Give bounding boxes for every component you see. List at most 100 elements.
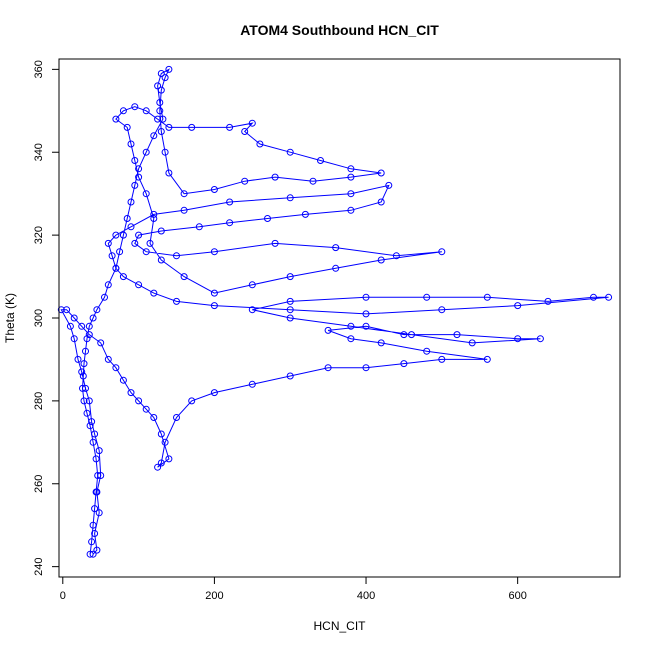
data-point — [362, 322, 370, 330]
data-point — [286, 372, 294, 380]
data-point — [161, 74, 169, 82]
data-point — [157, 128, 165, 135]
data-point — [180, 190, 188, 198]
data-point — [408, 331, 415, 339]
data-point — [78, 368, 86, 376]
data-point — [93, 546, 101, 554]
data-point — [154, 463, 162, 471]
data-point — [112, 264, 120, 272]
data-point — [156, 99, 164, 106]
data-point — [70, 314, 78, 322]
data-point — [97, 472, 105, 479]
data-point — [438, 248, 446, 256]
data-point — [89, 550, 97, 558]
data-point — [248, 281, 256, 289]
data-point — [157, 430, 165, 438]
y-tick-label: 360 — [33, 60, 45, 78]
x-tick-label: 0 — [60, 590, 66, 602]
data-point — [66, 322, 74, 330]
data-point — [97, 339, 105, 347]
data-point — [135, 397, 143, 405]
data-point — [377, 339, 385, 347]
data-point — [70, 335, 78, 343]
data-point — [92, 488, 100, 496]
data-point — [180, 206, 188, 214]
data-point — [264, 215, 271, 222]
x-tick-label: 200 — [205, 590, 223, 602]
data-point — [286, 273, 294, 281]
data-point — [88, 418, 96, 426]
data-point — [271, 173, 279, 181]
data-point — [590, 293, 597, 301]
data-point — [154, 115, 162, 123]
data-point — [347, 206, 355, 214]
data-point — [468, 339, 476, 347]
data-point — [127, 223, 135, 231]
data-point — [605, 293, 613, 301]
data-point — [135, 281, 143, 289]
data-point — [91, 505, 99, 513]
data-point — [131, 181, 139, 189]
data-point — [80, 397, 88, 405]
data-point — [91, 430, 99, 438]
y-tick-label: 340 — [33, 143, 45, 161]
data-point — [85, 397, 93, 405]
data-point — [78, 322, 86, 330]
data-point — [131, 157, 139, 164]
data-point — [150, 289, 158, 297]
data-point — [80, 360, 88, 368]
data-point — [210, 248, 218, 256]
data-point — [332, 264, 340, 272]
data-point — [156, 107, 164, 115]
data-point — [154, 82, 162, 90]
data-point — [483, 293, 491, 301]
data-point — [127, 389, 135, 397]
data-point — [159, 115, 167, 123]
data-point — [453, 331, 461, 339]
data-point — [347, 190, 355, 198]
data-point — [362, 364, 370, 372]
data-point — [157, 227, 165, 235]
data-point — [79, 372, 87, 380]
data-point — [392, 252, 400, 260]
data-point — [63, 306, 71, 314]
data-point — [514, 302, 522, 310]
data-point — [226, 198, 234, 206]
data-point — [123, 215, 131, 222]
data-point — [173, 252, 180, 260]
data-point — [241, 177, 249, 185]
data-point — [82, 347, 89, 355]
data-point — [536, 335, 544, 343]
data-point — [423, 293, 431, 301]
data-point — [146, 239, 154, 247]
data-point — [142, 405, 150, 413]
data-point — [85, 331, 93, 339]
data-point — [241, 128, 249, 135]
data-point — [173, 297, 180, 305]
data-point — [324, 364, 332, 372]
data-point — [438, 306, 446, 314]
x-axis: 0 200 400 600 — [60, 576, 527, 602]
data-point — [483, 355, 491, 363]
y-tick-label: 260 — [33, 475, 45, 493]
data-point — [161, 148, 169, 156]
data-point — [119, 231, 127, 239]
chart-title: ATOM4 Southbound HCN_CIT — [240, 22, 439, 38]
data-point — [377, 198, 385, 206]
data-point — [301, 210, 309, 218]
series-layer — [57, 65, 613, 558]
data-point — [165, 123, 173, 131]
data-point — [92, 455, 100, 463]
data-point — [165, 65, 173, 73]
data-point — [226, 123, 234, 131]
data-point — [57, 306, 65, 314]
data-point — [514, 335, 522, 343]
data-point — [86, 550, 94, 558]
data-point — [157, 459, 165, 467]
data-point — [362, 293, 370, 301]
data-point — [347, 165, 355, 173]
data-point — [423, 347, 431, 355]
data-point — [332, 244, 340, 252]
data-point — [286, 297, 294, 305]
